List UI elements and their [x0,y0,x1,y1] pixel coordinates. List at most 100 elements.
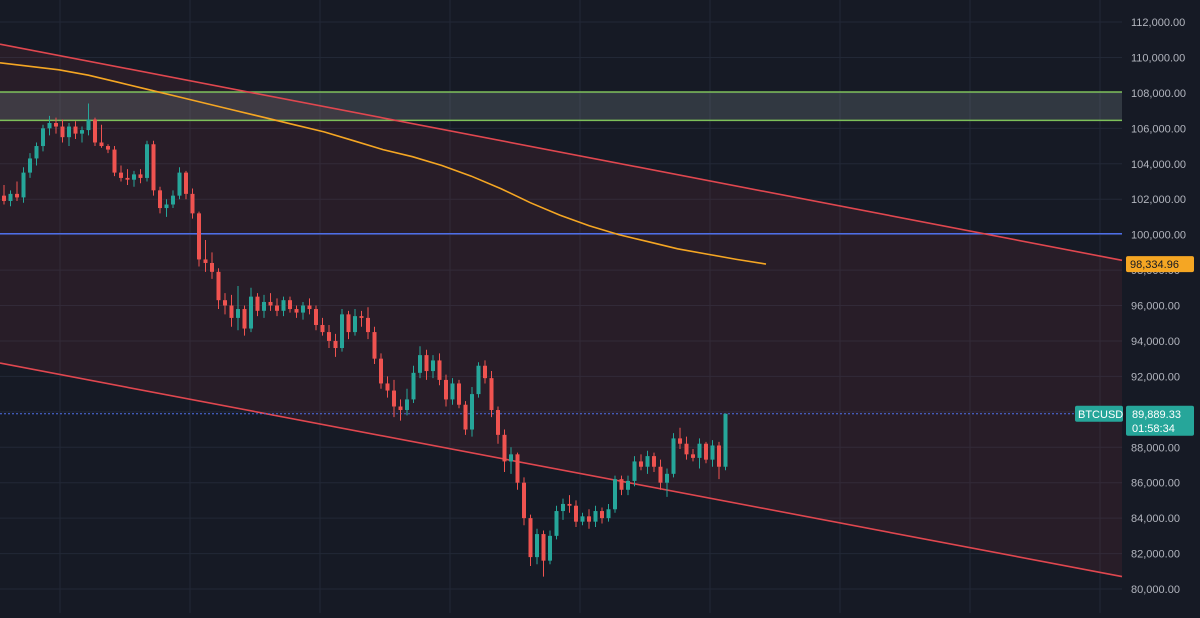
candle-body [132,174,136,180]
candle-down [73,121,78,139]
candle-down [528,514,533,566]
candle-body [379,358,383,384]
candle-body [346,314,351,333]
candle-up [353,309,357,336]
candle-up [8,190,13,207]
candle-body [41,128,45,147]
candle-up [697,438,702,469]
candle-up [405,388,409,416]
candle-up [632,456,637,487]
ma-price-tag-bg [1126,256,1194,273]
candle-body [385,383,390,391]
candle-down [704,441,708,464]
candle-body [496,410,500,435]
drawn-lines [0,43,1123,578]
candle-body [223,300,227,306]
candle-down [691,449,695,462]
candle-body [626,480,630,490]
candle-body [151,144,156,191]
candle-body [54,122,58,127]
candle-down [203,239,208,272]
y-tick-label: 100,000.00 [1131,230,1186,242]
candle-body [574,505,578,522]
candle-up [28,153,32,178]
candle-up [554,505,559,540]
candle-body [398,406,403,411]
candle-up [626,475,630,496]
candle-down [366,307,370,340]
candle-down [184,170,188,200]
candle-body [93,119,97,143]
candle-body [567,503,572,506]
candle-body [405,399,409,411]
candle-body [67,126,71,138]
symbol-tag-bg [1075,405,1123,422]
channel-area [0,44,1122,577]
candle-down [424,349,429,380]
candle-down [379,353,383,389]
candle-down [138,169,143,184]
candle-body [606,509,611,519]
candle-up [450,378,455,405]
candle-body [392,390,396,407]
ma-price-tag: 98,334.96 [1130,259,1179,271]
candle-body [502,434,507,462]
candle-down [327,324,331,349]
candle-down [255,293,260,317]
candle-down [639,454,643,471]
candle-body [327,332,331,341]
candle-body [541,534,546,561]
candle-up [561,498,565,520]
candle-down [2,185,6,205]
price-axis[interactable]: 112,000.00 110,000.00 108,000.00 106,000.00… [1124,0,1200,613]
channel-fill [0,44,1122,577]
candle-body [314,309,318,325]
candle-down [522,477,526,526]
candle-body [8,193,13,201]
candle-body [411,372,416,400]
y-tick-label: 106,000.00 [1131,123,1186,135]
candle-body [294,309,299,313]
y-tick-label: 80,000.00 [1131,584,1180,596]
y-tick-label: 94,000.00 [1131,336,1180,348]
y-tick-label: 92,000.00 [1131,371,1180,383]
candle-down [54,117,58,134]
candle-body [515,454,520,483]
candle-down [229,294,234,327]
candle-up [671,433,676,478]
candle-down [658,459,663,490]
candle-down [333,333,338,357]
candle-body [372,332,377,359]
y-tick-label: 110,000.00 [1131,52,1185,64]
candle-body [320,324,325,333]
candle-up [47,115,52,136]
candle-body [28,158,32,173]
candle-up [34,142,39,166]
candle-down [112,146,117,177]
bar-countdown: 01:58:34 [1132,423,1175,435]
candle-down [158,186,162,214]
candle-body [34,146,39,159]
candle-body [210,262,214,272]
candle-down [320,317,325,336]
candle-down [574,500,578,527]
ma-line [0,62,767,265]
candle-body [697,443,702,458]
candle-body [242,309,247,329]
candle-down [242,305,247,336]
candle-up [613,475,617,513]
price-labels: 98,334.96 BTCUSD 89,889.33 01:58:34 [1075,256,1194,436]
axis-background [1124,0,1200,613]
candle-down [515,452,520,490]
candle-down [489,371,494,418]
candle-down [359,310,364,327]
candle-body [2,195,6,201]
candle-up [236,286,240,331]
candle-body [723,413,728,467]
candle-body [164,204,169,209]
candle-up [580,512,585,526]
candle-body [80,130,84,134]
candle-body [275,305,279,311]
